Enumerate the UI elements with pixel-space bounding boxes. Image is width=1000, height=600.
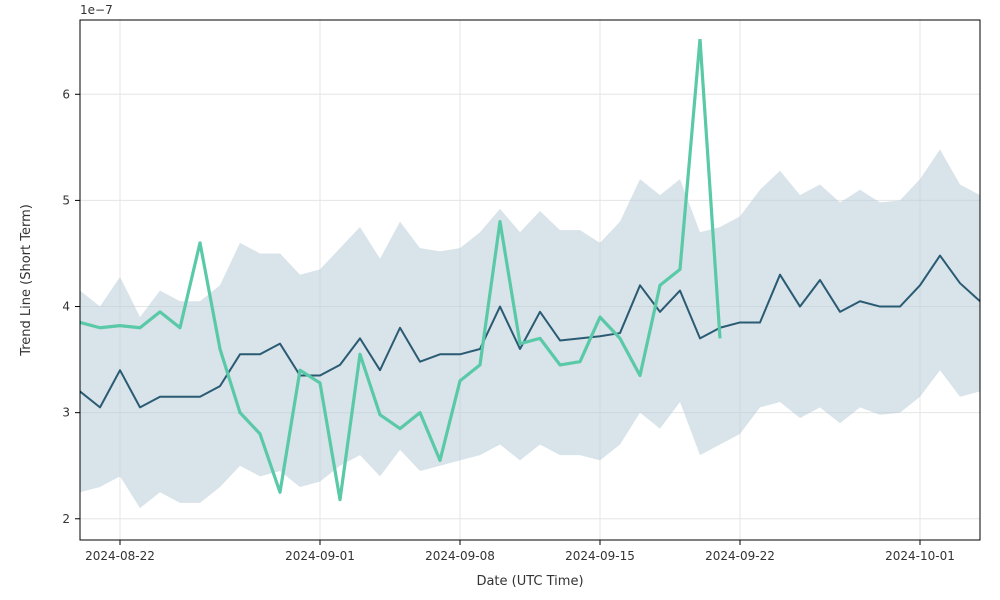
- svg-text:2024-09-01: 2024-09-01: [285, 549, 355, 563]
- svg-text:2024-09-08: 2024-09-08: [425, 549, 495, 563]
- x-tick-labels: 2024-08-22 2024-09-01 2024-09-08 2024-09-15…: [85, 549, 955, 563]
- y-axis-label: Trend Line (Short Term): [19, 204, 34, 357]
- svg-text:2024-09-22: 2024-09-22: [705, 549, 775, 563]
- svg-text:5: 5: [62, 193, 70, 207]
- svg-text:4: 4: [62, 300, 70, 314]
- svg-text:6: 6: [62, 87, 70, 101]
- line-chart: 23456 2024-08-222024-09-012024-09-082024…: [0, 0, 1000, 600]
- x-axis-label: Date (UTC Time): [476, 574, 583, 589]
- svg-text:2024-08-22: 2024-08-22: [85, 549, 155, 563]
- y-tick-labels: 2 3 4 5 6: [62, 87, 70, 525]
- svg-text:3: 3: [62, 406, 70, 420]
- svg-text:2024-10-01: 2024-10-01: [885, 549, 955, 563]
- chart-container: 23456 2024-08-222024-09-012024-09-082024…: [0, 0, 1000, 600]
- svg-text:2: 2: [62, 512, 70, 526]
- svg-text:2024-09-15: 2024-09-15: [565, 549, 635, 563]
- y-exponent-label: 1e−7: [80, 3, 113, 17]
